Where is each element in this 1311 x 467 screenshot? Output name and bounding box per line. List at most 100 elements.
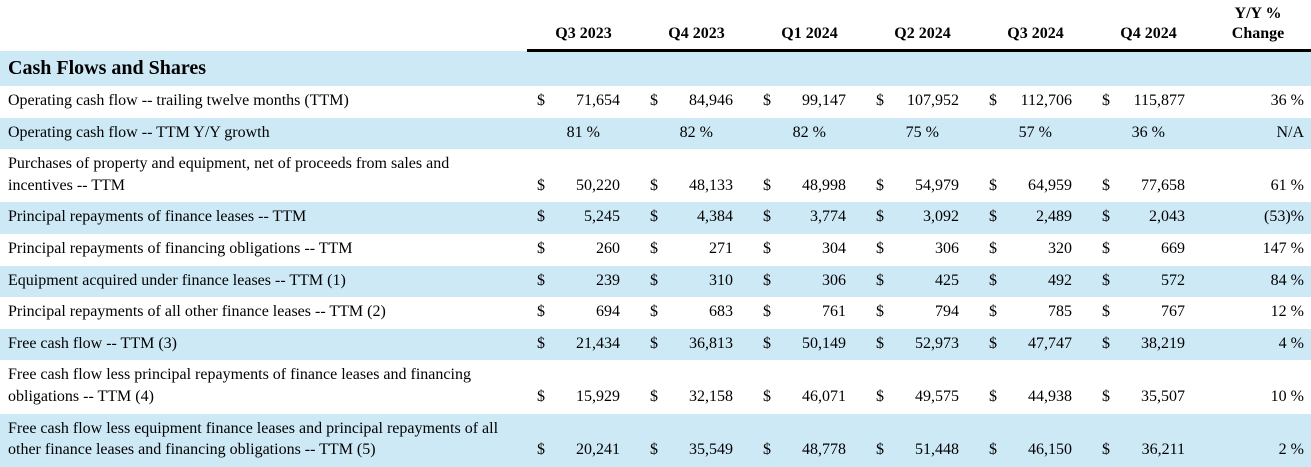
value: 84,946 <box>689 92 733 109</box>
currency-symbol: $ <box>650 239 658 257</box>
column-header-q4-2024: Q4 2024 <box>1092 0 1205 52</box>
value: 425 <box>935 271 959 289</box>
table-row: Equipment acquired under finance leases … <box>0 265 1311 298</box>
value: 71,654 <box>576 92 620 109</box>
currency-symbol: $ <box>989 92 997 109</box>
value-cell: $38,219 <box>1092 328 1205 361</box>
value-cell: $46,071 <box>753 360 866 413</box>
value: 77,658 <box>1141 176 1185 194</box>
value-cell: $683 <box>640 297 753 329</box>
row-label: Principal repayments of financing obliga… <box>8 239 353 257</box>
currency-symbol: $ <box>650 387 658 405</box>
currency-symbol: $ <box>1102 441 1110 459</box>
value-cell: $694 <box>527 297 640 329</box>
value: 50,220 <box>576 176 620 194</box>
yy-change-cell: 4 % <box>1205 328 1311 361</box>
value-cell: $77,658 <box>1092 149 1205 202</box>
currency-symbol: $ <box>763 387 771 405</box>
value-cell: $15,929 <box>527 360 640 413</box>
value: 46,150 <box>1028 441 1072 459</box>
value-cell: $99,147 <box>753 86 866 118</box>
value: 82 % <box>792 123 826 141</box>
currency-symbol: $ <box>763 271 771 289</box>
currency-symbol: $ <box>876 271 884 289</box>
currency-symbol: $ <box>876 441 884 459</box>
value-cell: $785 <box>979 297 1092 329</box>
currency-symbol: $ <box>1102 334 1110 352</box>
value: 36,211 <box>1141 441 1185 459</box>
currency-symbol: $ <box>876 239 884 257</box>
value-cell: $36,211 <box>1092 413 1205 467</box>
table-row: Free cash flow less equipment finance le… <box>0 413 1311 467</box>
value-cell: 36 % <box>1092 117 1205 150</box>
currency-symbol: $ <box>989 176 997 194</box>
row-label: Free cash flow less equipment finance le… <box>0 413 527 467</box>
currency-symbol: $ <box>1102 92 1110 109</box>
value-cell: $572 <box>1092 265 1205 298</box>
currency-symbol: $ <box>989 239 997 257</box>
currency-symbol: $ <box>763 208 771 226</box>
value: 669 <box>1161 239 1185 257</box>
value: 3,092 <box>923 208 959 226</box>
value: 5,245 <box>584 208 620 226</box>
value: 35,549 <box>689 441 733 459</box>
value-cell: $48,998 <box>753 149 866 202</box>
yy-change-cell: (53)% <box>1205 202 1311 234</box>
value-cell: 75 % <box>866 117 979 150</box>
table-row: Principal repayments of finance leases -… <box>0 202 1311 234</box>
value: 51,448 <box>915 441 959 459</box>
value-cell: $48,133 <box>640 149 753 202</box>
value: 115,877 <box>1133 92 1185 109</box>
column-header-q2-2024: Q2 2024 <box>866 0 979 52</box>
value-cell: $761 <box>753 297 866 329</box>
yy-change-cell: 12 % <box>1270 303 1304 321</box>
value-cell: $112,706 <box>979 86 1092 118</box>
currency-symbol: $ <box>763 239 771 257</box>
value-cell: $35,507 <box>1092 360 1205 413</box>
value-cell: $54,979 <box>866 149 979 202</box>
value: 306 <box>822 271 846 289</box>
currency-symbol: $ <box>876 303 884 321</box>
value-cell: $51,448 <box>866 413 979 467</box>
value-cell: 82 % <box>753 117 866 150</box>
value: 32,158 <box>689 387 733 405</box>
column-header-q4-2023: Q4 2023 <box>640 0 753 52</box>
yy-change-cell: 147 % <box>1262 239 1304 257</box>
value: 310 <box>709 271 733 289</box>
value-cell: 81 % <box>527 117 640 150</box>
value: 492 <box>1048 271 1072 289</box>
value-cell: $32,158 <box>640 360 753 413</box>
row-label: Equipment acquired under finance leases … <box>0 265 527 298</box>
row-label: Principal repayments of all other financ… <box>8 303 386 321</box>
column-header-q3-2024: Q3 2024 <box>979 0 1092 52</box>
value-cell: $49,575 <box>866 360 979 413</box>
value: 306 <box>935 239 959 257</box>
column-header-row: Q3 2023 Q4 2023 Q1 2024 Q2 2024 Q3 2024 … <box>0 0 1311 52</box>
table-row: Operating cash flow -- TTM Y/Y growth 81 … <box>0 117 1311 150</box>
row-label: Free cash flow less principal repayments… <box>8 366 471 405</box>
value-cell: $425 <box>866 265 979 298</box>
value: 794 <box>935 303 959 321</box>
currency-symbol: $ <box>763 303 771 321</box>
value-cell: $44,938 <box>979 360 1092 413</box>
row-label: Operating cash flow -- trailing twelve m… <box>8 92 349 109</box>
currency-symbol: $ <box>650 303 658 321</box>
currency-symbol: $ <box>537 239 545 257</box>
currency-symbol: $ <box>1102 387 1110 405</box>
value: 35,507 <box>1141 387 1185 405</box>
value: 20,241 <box>576 441 620 459</box>
value: 320 <box>1048 239 1072 257</box>
value: 683 <box>709 303 733 321</box>
currency-symbol: $ <box>537 92 545 109</box>
value-cell: $35,549 <box>640 413 753 467</box>
row-label: Principal repayments of finance leases -… <box>0 202 527 234</box>
value-cell: $4,384 <box>640 202 753 234</box>
currency-symbol: $ <box>537 441 545 459</box>
value: 694 <box>596 303 620 321</box>
value: 54,979 <box>915 176 959 194</box>
currency-symbol: $ <box>1102 208 1110 226</box>
value: 2,043 <box>1149 208 1185 226</box>
table-row: Principal repayments of all other financ… <box>0 297 1311 329</box>
currency-symbol: $ <box>537 303 545 321</box>
